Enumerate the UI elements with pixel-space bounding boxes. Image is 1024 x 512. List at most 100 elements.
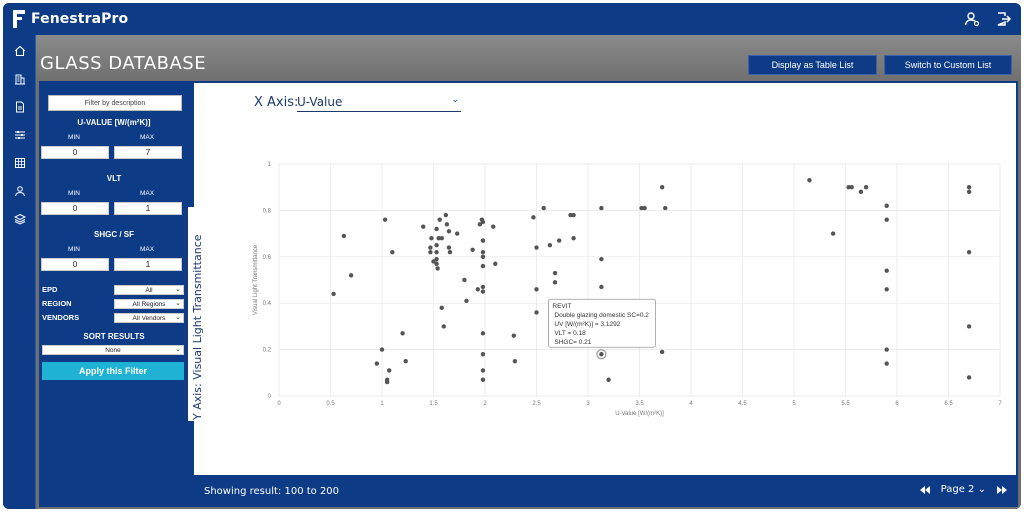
data-point[interactable] [884,203,889,208]
data-point[interactable] [470,247,475,253]
data-point[interactable] [547,243,553,248]
data-point[interactable] [512,359,518,364]
prev-page-button[interactable] [919,485,931,495]
data-point[interactable] [431,259,436,264]
data-point[interactable] [552,280,558,285]
nav-settings[interactable] [3,121,36,149]
data-point[interactable] [830,231,836,236]
data-point[interactable] [387,368,392,373]
data-point[interactable] [435,266,440,271]
data-point[interactable] [568,212,573,218]
data-point[interactable] [663,205,668,211]
data-point[interactable] [434,226,439,232]
data-point[interactable] [541,205,546,211]
data-point[interactable] [480,249,486,255]
data-point[interactable] [599,352,604,357]
data-point[interactable] [571,212,576,218]
uvalue-min-input[interactable]: 0 [41,146,109,159]
apply-filter-button[interactable]: Apply this Filter [42,362,184,380]
nav-document[interactable] [3,93,36,121]
data-point[interactable] [403,359,408,364]
data-point[interactable] [491,224,496,229]
vlt-min-input[interactable]: 0 [41,202,109,215]
nav-grid[interactable] [3,149,36,177]
data-point[interactable] [446,229,452,234]
data-point[interactable] [659,185,665,190]
data-point[interactable] [556,238,562,243]
data-point[interactable] [531,215,536,220]
data-point[interactable] [439,236,444,241]
data-point[interactable] [480,377,486,382]
region-select[interactable]: All Regions ⌄ [114,299,184,309]
data-point[interactable] [341,233,347,239]
x-axis-select[interactable]: U-Value ⌄ [297,95,461,112]
data-point[interactable] [437,217,442,222]
data-point[interactable] [534,310,539,315]
shgc-max-input[interactable]: 1 [114,258,182,271]
data-point[interactable] [846,185,851,190]
data-point[interactable] [849,185,854,190]
data-point[interactable] [454,231,460,236]
data-point[interactable] [480,331,486,336]
data-point[interactable] [434,243,439,248]
shgc-min-input[interactable]: 0 [41,258,109,271]
data-point[interactable] [599,284,604,290]
data-point[interactable] [374,361,380,366]
data-point[interactable] [447,249,453,255]
data-point[interactable] [480,238,486,243]
logout-icon[interactable] [995,10,1013,28]
data-point[interactable] [599,205,604,211]
data-point[interactable] [884,347,889,352]
data-point[interactable] [443,212,449,218]
data-point[interactable] [966,189,972,195]
data-point[interactable] [475,287,480,292]
data-point[interactable] [480,263,486,269]
data-point[interactable] [534,245,539,250]
epd-select[interactable]: All ⌄ [114,285,184,295]
data-point[interactable] [384,379,390,385]
data-point[interactable] [480,219,486,225]
data-point[interactable] [400,331,405,336]
nav-building[interactable] [3,65,36,93]
next-page-button[interactable] [996,485,1008,495]
data-point[interactable] [439,305,444,311]
data-point[interactable] [444,222,450,227]
data-point[interactable] [429,236,434,241]
data-point[interactable] [480,368,486,373]
data-point[interactable] [884,217,889,222]
data-point[interactable] [390,249,395,255]
data-point[interactable] [464,298,469,304]
data-point[interactable] [434,261,439,266]
nav-layers[interactable] [3,205,36,233]
data-point[interactable] [382,217,388,222]
data-point[interactable] [966,324,972,329]
vendors-select[interactable]: All Vendors ⌄ [114,313,184,323]
y-axis-select[interactable] [187,207,203,421]
data-point[interactable] [884,287,889,292]
data-point[interactable] [480,352,486,357]
data-point[interactable] [534,287,539,292]
sort-select[interactable]: None ⌄ [42,345,184,355]
data-point[interactable] [552,270,558,276]
data-point[interactable] [884,361,889,366]
data-point[interactable] [434,249,439,255]
data-point[interactable] [348,273,354,278]
data-point[interactable] [642,205,647,211]
data-point[interactable] [807,178,812,183]
data-point[interactable] [493,261,498,266]
data-point[interactable] [379,347,385,352]
data-point[interactable] [434,256,439,262]
data-point[interactable] [480,289,486,294]
nav-user[interactable] [3,177,36,205]
data-point[interactable] [966,375,972,380]
data-point[interactable] [462,277,467,283]
data-point[interactable] [884,268,889,273]
data-point[interactable] [436,236,441,241]
data-point[interactable] [441,324,446,329]
app-logo[interactable]: FenestraPro [13,9,128,29]
uvalue-max-input[interactable]: 7 [114,146,182,159]
vlt-max-input[interactable]: 1 [114,202,182,215]
display-table-button[interactable]: Display as Table List [748,55,877,75]
data-point[interactable] [858,189,864,195]
data-point[interactable] [659,349,665,355]
